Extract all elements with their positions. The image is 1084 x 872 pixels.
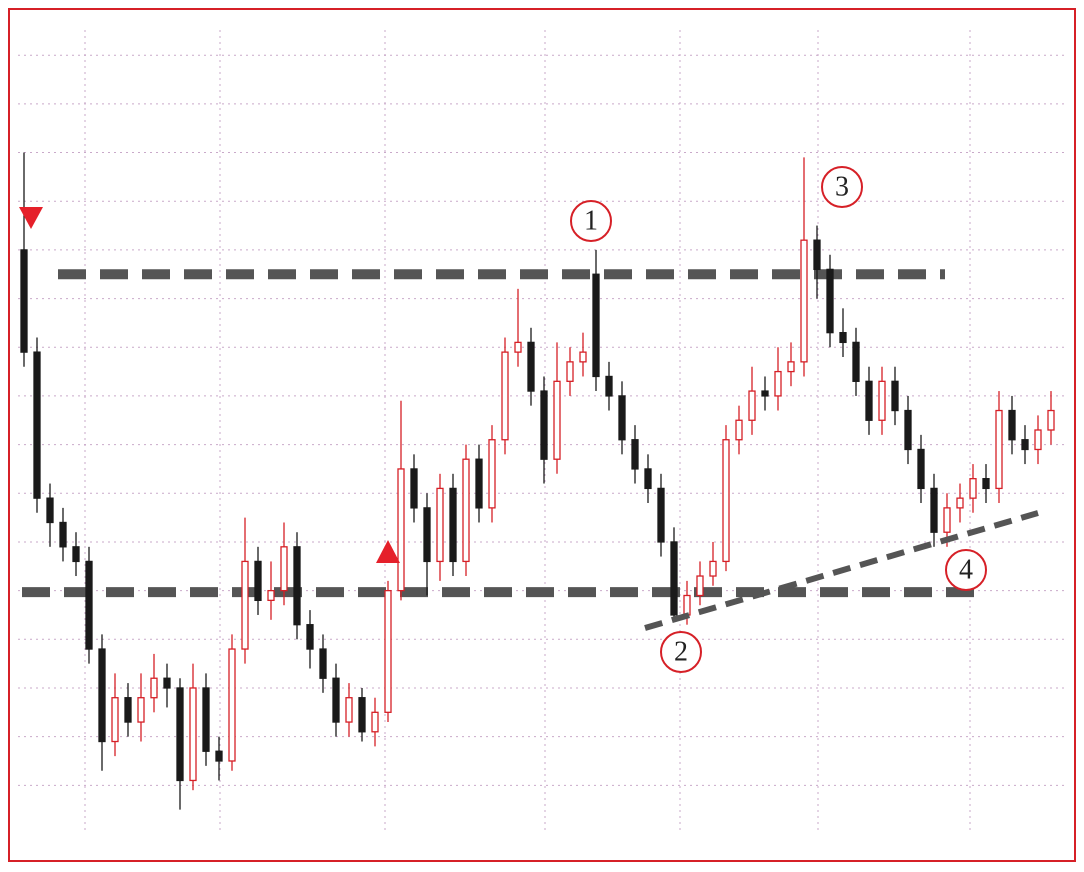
candle-body — [605, 375, 613, 397]
annotation: 2 — [660, 631, 702, 673]
candle-body — [384, 589, 392, 713]
candle-body — [267, 589, 275, 602]
candle-body — [722, 439, 730, 563]
candle-body — [657, 487, 665, 543]
candle-body — [332, 677, 340, 723]
candle-body — [839, 332, 847, 344]
candle-body — [98, 648, 106, 743]
candle-body — [85, 560, 93, 650]
candle-body — [254, 560, 262, 602]
candle-body — [917, 448, 925, 490]
candle-body — [956, 497, 964, 509]
candle-body — [20, 249, 28, 353]
annotation: 4 — [945, 549, 987, 591]
candle-body — [1034, 429, 1042, 451]
candle-body — [852, 341, 860, 382]
candle-body — [774, 370, 782, 397]
candle-body — [540, 390, 548, 460]
candle-body — [306, 624, 314, 650]
candle-body — [514, 341, 522, 353]
candle-body — [761, 390, 769, 397]
annotation-label: 4 — [959, 555, 973, 586]
candle-body — [241, 560, 249, 650]
candle-body — [345, 697, 353, 723]
candle-body — [150, 677, 158, 699]
candle-body — [982, 478, 990, 490]
candle-body — [59, 521, 67, 548]
candle-body — [72, 546, 80, 563]
candle-body — [462, 458, 470, 563]
candle-body — [826, 268, 834, 334]
candle-body — [1021, 439, 1029, 451]
candle-body — [579, 351, 587, 363]
candle-body — [670, 541, 678, 616]
candle-body — [527, 341, 535, 392]
candle-body — [969, 478, 977, 499]
candle-body — [631, 439, 639, 470]
candle-body — [202, 687, 210, 752]
candle-body — [813, 239, 821, 271]
buy-arrow — [376, 540, 400, 563]
candle-body — [683, 594, 691, 616]
candle-body — [488, 439, 496, 509]
candle-body — [1008, 409, 1016, 441]
annotation: 1 — [570, 200, 612, 242]
candle-body — [878, 380, 886, 421]
candle-body — [137, 697, 145, 723]
candle-body — [891, 380, 899, 412]
candle-body — [592, 273, 600, 378]
candle-body — [800, 239, 808, 363]
candle-body — [553, 380, 561, 460]
candle-body — [319, 648, 327, 679]
candle-body — [696, 575, 704, 597]
candle-body — [228, 648, 236, 762]
candle-body — [787, 361, 795, 373]
candle-body — [566, 361, 574, 382]
candle-body — [215, 750, 223, 762]
candle-body — [735, 419, 743, 441]
candle-body — [358, 697, 366, 733]
candle-body — [423, 507, 431, 563]
annotation-label: 1 — [584, 206, 598, 237]
candle-body — [293, 546, 301, 626]
candle-body — [501, 351, 509, 441]
candle-body — [709, 560, 717, 577]
candle-body — [748, 390, 756, 421]
candle-body — [475, 458, 483, 509]
candle-body — [33, 351, 41, 499]
candle-body — [111, 697, 119, 743]
trend-line — [644, 510, 1039, 631]
candle-body — [930, 487, 938, 533]
candle-body — [865, 380, 873, 421]
sell-arrow — [19, 207, 43, 229]
candle-body — [371, 711, 379, 733]
candle-body — [943, 507, 951, 533]
candle-body — [280, 546, 288, 592]
candle-body — [1047, 409, 1055, 431]
candle-body — [449, 487, 457, 563]
candle-body — [46, 497, 54, 524]
candle-body — [644, 468, 652, 490]
candle-body — [618, 395, 626, 441]
candle-body — [397, 468, 405, 592]
candle-body — [410, 468, 418, 509]
candle-body — [176, 687, 184, 782]
candle-body — [904, 409, 912, 451]
candle-body — [436, 487, 444, 563]
annotation: 3 — [821, 166, 863, 208]
candle-body — [189, 687, 197, 782]
annotation-label: 2 — [674, 637, 688, 668]
candle-body — [995, 409, 1003, 490]
candle-body — [124, 697, 132, 723]
candle-body — [163, 677, 171, 689]
annotation-label: 3 — [835, 172, 849, 203]
